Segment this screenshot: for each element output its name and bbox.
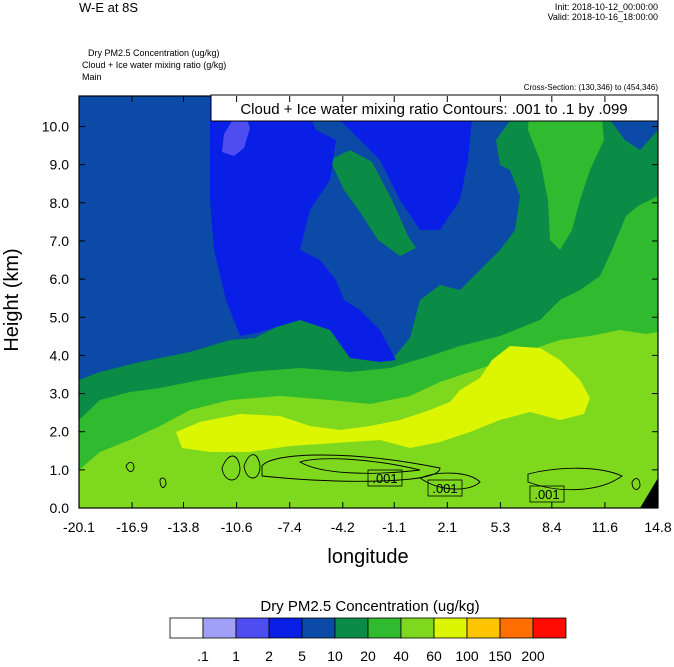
y-tick-label: 10.0 — [42, 119, 69, 135]
field-band-100-150 — [640, 478, 658, 508]
x-tick-label: -20.1 — [63, 519, 95, 535]
y-tick-label: 4.0 — [50, 347, 70, 363]
x-tick-label: 5.3 — [491, 519, 511, 535]
colorbar-label: 2 — [265, 648, 273, 664]
x-tick-label: 11.6 — [592, 519, 618, 535]
colorbar-swatch — [235, 617, 270, 639]
y-tick-label: 8.0 — [50, 195, 70, 211]
y-tick-label: 7.0 — [50, 233, 70, 249]
contour-banner: Cloud + Ice water mixing ratio Contours:… — [240, 101, 627, 118]
cloud-contours — [125, 454, 641, 491]
y-tick-label: 3.0 — [50, 386, 70, 402]
x-tick-label: -7.4 — [278, 519, 302, 535]
x-axis-label: longitude — [327, 546, 408, 568]
x-tick-label: -16.9 — [116, 519, 148, 535]
field-description-cloud: Cloud + Ice water mixing ratio (g/kg) — [82, 60, 227, 70]
colorbar-label: 1 — [232, 648, 240, 664]
contour-label-box — [367, 469, 403, 487]
y-axis: 0.0 1.0 2.0 3.0 4.0 5.0 6.0 7.0 8.0 9.0 10.0 — [42, 119, 658, 516]
contour-labels: .001 .001 .001 — [367, 469, 565, 503]
colorbar-label: 20 — [360, 648, 376, 664]
init-time: Init: 2018-10-12_00:00:00 — [554, 2, 658, 12]
field-band-20-40-right — [528, 96, 604, 250]
x-tick-label: 8.4 — [542, 519, 562, 535]
cross-section-label: Cross-Section: (130,346) to (454,346) — [523, 83, 658, 92]
valid-time: Valid: 2018-10-16_18:00:00 — [547, 12, 658, 22]
colorbar-label: 200 — [521, 648, 545, 664]
contour-label: .001 — [534, 487, 559, 502]
x-axis: -20.1 -16.9 -13.8 -10.6 -7.4 -4.2 -1.1 2.1 5.3 8.… — [63, 96, 672, 535]
y-tick-label: 1.0 — [50, 462, 70, 478]
colorbar-label: 10 — [327, 648, 343, 664]
colorbar-label: 150 — [488, 648, 512, 664]
colorbar-swatch — [268, 617, 303, 639]
x-tick-label: -10.6 — [221, 519, 253, 535]
x-tick-label: -13.8 — [168, 519, 200, 535]
y-tick-label: 9.0 — [50, 157, 70, 173]
colorbar-swatch — [499, 617, 534, 639]
colorbar-label: 40 — [393, 648, 409, 664]
y-tick-label: 0.0 — [50, 500, 70, 516]
colorbar-swatch — [169, 617, 204, 639]
plot-title: W-E at 8S — [79, 0, 139, 15]
field-band-1-2 — [222, 112, 250, 156]
field-band-2-5 — [210, 96, 396, 362]
concentration-field — [79, 96, 658, 508]
x-tick-label: 14.8 — [644, 519, 671, 535]
colorbar-swatch — [466, 617, 501, 639]
colorbar-swatch — [334, 617, 369, 639]
field-description-pm25: Dry PM2.5 Concentration (ug/kg) — [88, 48, 220, 58]
colorbar-swatch — [433, 617, 468, 639]
colorbar-swatch — [532, 617, 567, 639]
colorbar-swatch — [202, 617, 237, 639]
contour-label-box — [529, 485, 565, 503]
x-tick-label: 2.1 — [438, 519, 458, 535]
y-tick-label: 2.0 — [50, 424, 70, 440]
contour-banner-box — [210, 94, 659, 122]
contour-label-box — [427, 479, 463, 497]
colorbar-swatch — [400, 617, 435, 639]
x-tick-label: -1.1 — [382, 519, 406, 535]
colorbar-swatch — [301, 617, 336, 639]
colorbar-swatch — [367, 617, 402, 639]
field-band-2-5-upper — [320, 96, 472, 230]
colorbar-title: Dry PM2.5 Concentration (ug/kg) — [260, 598, 479, 615]
colorbar: .1 1 2 5 10 20 40 60 100 150 200 — [169, 617, 567, 664]
field-description-main: Main — [82, 72, 102, 82]
colorbar-label: .1 — [197, 648, 209, 664]
contour-label: .001 — [372, 471, 397, 486]
y-axis-label: Height (km) — [1, 248, 23, 351]
field-band-60-100 — [176, 346, 590, 452]
colorbar-label: 100 — [455, 648, 479, 664]
colorbar-label: 60 — [426, 648, 442, 664]
y-tick-label: 5.0 — [50, 309, 70, 325]
field-band-10-20-upper — [330, 150, 416, 256]
colorbar-label: 5 — [298, 648, 306, 664]
contour-label: .001 — [432, 481, 457, 496]
x-tick-label: -4.2 — [331, 519, 355, 535]
y-tick-label: 6.0 — [50, 271, 70, 287]
